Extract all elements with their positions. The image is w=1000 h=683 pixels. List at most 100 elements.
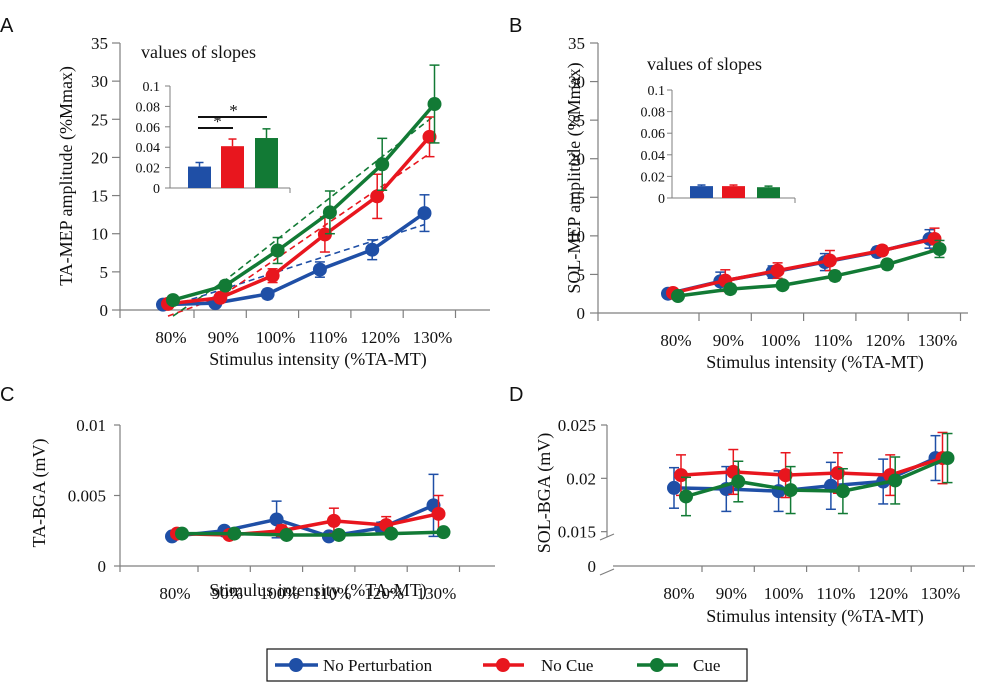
panel-b-cue-point <box>880 257 895 272</box>
panel-a-inset-y-tick-label: 0.1 <box>143 80 161 95</box>
panel-c-y-tick-label: 0.005 <box>68 487 106 506</box>
panel-d-no-cue-point <box>778 468 793 483</box>
panel-b-cue-point <box>671 289 685 304</box>
panel-c-x-tick-label: 80% <box>159 584 190 603</box>
panel-b-no-cue-point <box>875 243 890 258</box>
panel-b-inset-title: values of slopes <box>647 54 762 74</box>
panel-b-y-tick-label: 30 <box>568 73 585 92</box>
panel-b-inset-y-tick-label: 0.1 <box>648 84 666 99</box>
panel-c-cue-point <box>384 526 399 541</box>
panel-c-no-cue-point <box>326 513 341 528</box>
panel-b-x-tick-label: 110% <box>813 331 852 350</box>
panel-b-no-cue-line <box>672 237 935 295</box>
panel-c-x-tick-label: 120% <box>364 584 404 603</box>
panel-d-cue-point <box>835 484 850 499</box>
panel-a-cue-point <box>322 205 337 220</box>
panel-a-cue-fit-line <box>172 114 435 317</box>
panel-d-letter: D <box>509 384 523 406</box>
panel-a-cue-point <box>375 157 390 172</box>
panel-a-no-perturbation-point <box>260 286 275 301</box>
panel-a-x-tick-label: 120% <box>360 328 400 347</box>
panel-d-cue-point <box>783 483 798 498</box>
panel-d-x-tick-label: 90% <box>716 584 747 603</box>
panel-a-inset-y-tick-label: 0.04 <box>136 141 161 156</box>
panel-b-x-tick-label: 80% <box>660 331 691 350</box>
panel-a-y-tick-label: 5 <box>100 263 109 282</box>
panel-d-axis-break-mark <box>599 568 615 576</box>
panel-d-y-tick-label: 0 <box>588 557 597 576</box>
panel-b-y-axis-label: SOL-MEP amplitude (%Mmax) <box>564 62 585 293</box>
panel-b-inset-bar-cue <box>757 187 780 198</box>
panel-c-no-cue-point <box>431 506 446 521</box>
panel-d-cue-point <box>940 451 955 466</box>
panel-c-cue-point <box>436 525 451 540</box>
panel-d-cue-line <box>685 456 949 499</box>
panel-b-inset-y-tick-label: 0.08 <box>641 106 666 121</box>
panel-d-y-tick-label: 0.02 <box>566 469 596 488</box>
panel-a-y-tick-label: 10 <box>91 225 108 244</box>
panel-b-y-tick-label: 10 <box>568 227 585 246</box>
panel-a-no-perturbation-point <box>365 242 380 257</box>
panel-a-inset-sig-star: * <box>229 101 238 120</box>
panel-c-x-tick-label: 130% <box>417 584 457 603</box>
panel-a-no-cue-point <box>422 129 437 144</box>
panel-c-x-axis-label: Stimulus intensity (%TA-MT) <box>209 580 427 601</box>
panel-a-y-tick-label: 35 <box>91 34 108 53</box>
panel-b-cue-point <box>723 282 738 297</box>
panel-a-x-axis-label: Stimulus intensity (%TA-MT) <box>209 349 427 370</box>
panel-b-x-axis-label: Stimulus intensity (%TA-MT) <box>706 352 924 373</box>
panel-c-x-tick-label: 110% <box>312 584 351 603</box>
panel-a-y-tick-label: 15 <box>91 187 108 206</box>
panel-d-x-tick-label: 130% <box>921 584 961 603</box>
panel-d-y-tick-label: 0.015 <box>558 523 596 542</box>
panel-a-cue-point <box>166 293 180 308</box>
panel-a-no-cue-point <box>213 290 228 305</box>
panel-a-inset-bar-no-cue <box>221 146 244 188</box>
panel-d-x-tick-label: 120% <box>868 584 908 603</box>
panel-b-y-tick-label: 25 <box>568 111 585 130</box>
panel-b-cue-line <box>677 247 940 298</box>
panel-c-x-tick-label: 90% <box>212 584 243 603</box>
legend-marker-no-cue <box>496 658 510 672</box>
legend: No Perturbation No Cue Cue <box>266 648 748 682</box>
panel-a-y-tick-label: 25 <box>91 110 108 129</box>
panel-a-y-tick-label: 20 <box>91 148 108 167</box>
panel-a-inset-title: values of slopes <box>141 42 256 62</box>
legend-marker-no-perturbation <box>289 658 303 672</box>
panel-d-no-cue-point <box>674 468 688 483</box>
panel-a-no-cue-point <box>265 268 280 283</box>
panel-b-cue-point <box>775 278 790 293</box>
panel-d-x-tick-label: 80% <box>663 584 694 603</box>
legend-label-no-perturbation: No Perturbation <box>323 656 433 675</box>
panel-a-inset-y-tick-label: 0.08 <box>136 100 161 115</box>
panel-b-x-tick-label: 90% <box>713 331 744 350</box>
panel-b-no-cue-point <box>770 263 785 278</box>
panel-a-cue-point <box>427 97 442 112</box>
panel-b-x-tick-label: 100% <box>761 331 801 350</box>
legend-label-cue: Cue <box>693 656 720 675</box>
panel-d-cue-point <box>888 473 903 488</box>
panel-a-no-cue-fit-line <box>167 152 430 317</box>
panel-a-no-cue-point <box>317 227 332 242</box>
panel-a-no-cue-point <box>370 189 385 204</box>
panel-b-cue-point <box>827 268 842 283</box>
panel-a-no-perturbation-line <box>162 211 426 307</box>
panel-a-x-tick-label: 90% <box>208 328 239 347</box>
panel-d-y-tick-label: 0.025 <box>558 416 596 435</box>
panel-b-x-tick-label: 130% <box>918 331 958 350</box>
panel-b-y-tick-label: 15 <box>568 188 585 207</box>
panel-b-inset-bar-no-cue <box>722 186 745 198</box>
panel-a-y-tick-label: 0 <box>100 301 109 320</box>
panel-d-x-axis-label: Stimulus intensity (%TA-MT) <box>706 606 924 627</box>
panel-a-cue-point <box>218 278 233 293</box>
panel-a-inset-bar-no-perturbation <box>188 166 211 188</box>
panel-b-inset-bar-no-perturbation <box>690 186 713 198</box>
legend-label-no-cue: No Cue <box>541 656 593 675</box>
panel-a-inset-y-tick-label: 0 <box>153 182 160 197</box>
panel-a-x-tick-label: 130% <box>413 328 453 347</box>
panel-b-inset-y-tick-label: 0.06 <box>641 127 666 142</box>
panel-c-cue-point <box>175 526 189 541</box>
panel-b-y-tick-label: 20 <box>568 150 585 169</box>
panel-a-inset-y-tick-label: 0.06 <box>136 121 161 136</box>
